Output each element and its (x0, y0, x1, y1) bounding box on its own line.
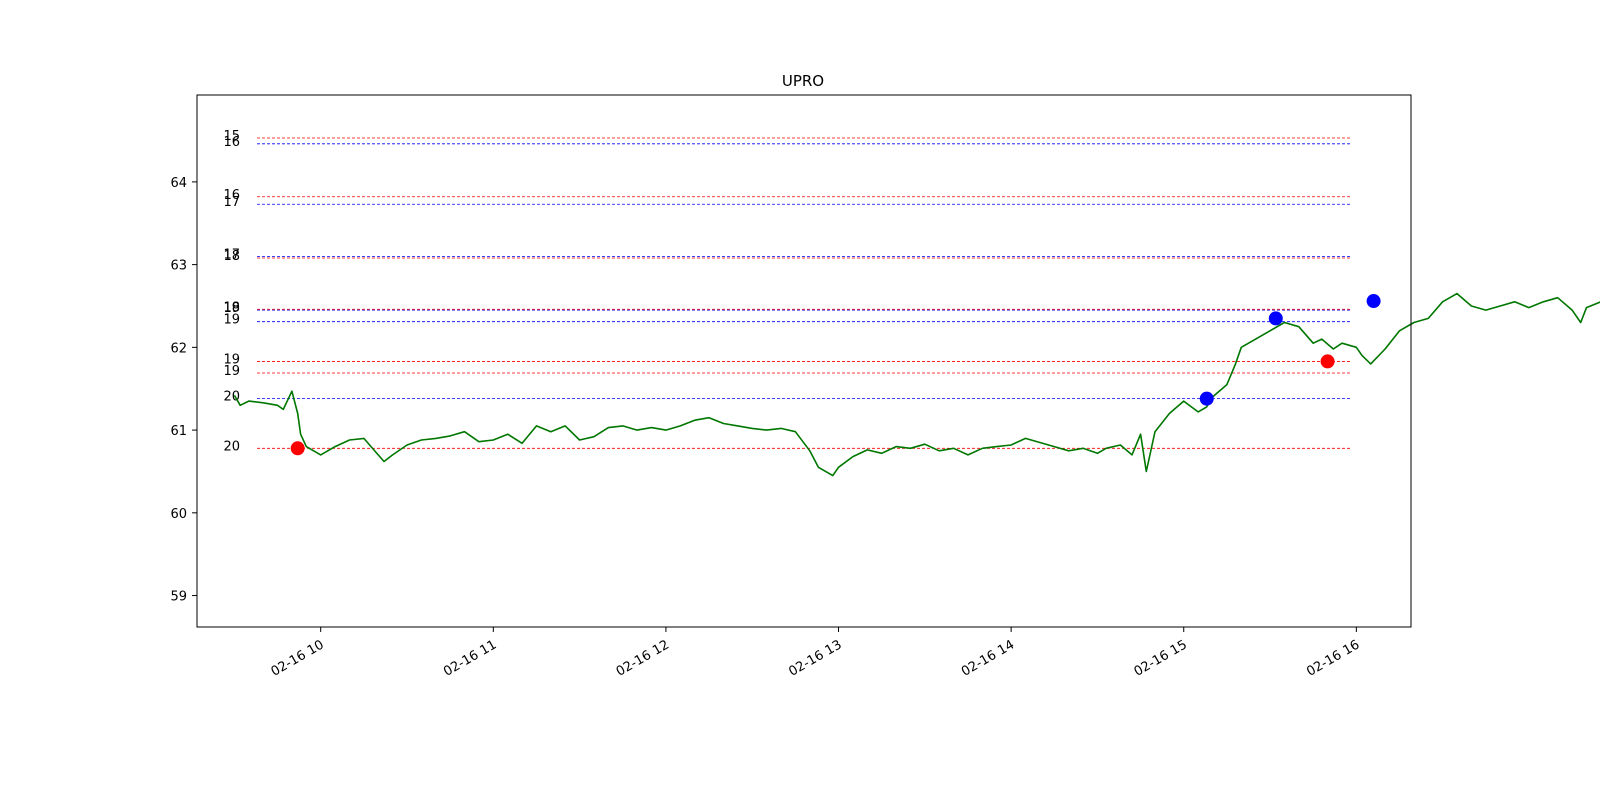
y-tick-label-5: 64 (170, 176, 187, 191)
level-label-5: 18 (223, 249, 240, 264)
level-label-12: 20 (223, 439, 240, 454)
series-layer (233, 292, 1600, 477)
trade-marker-4 (1366, 294, 1381, 309)
level-label-9: 19 (223, 352, 240, 367)
trade-marker-1 (1199, 391, 1214, 406)
level-label-7: 19 (223, 301, 240, 316)
trade-marker-3 (1320, 354, 1335, 369)
y-tick-label-3: 62 (170, 341, 187, 356)
y-tick-label-4: 63 (170, 259, 187, 274)
y-tick-label-0: 59 (170, 590, 187, 605)
level-label-0: 15 (223, 129, 240, 144)
level-label-1: 16 (223, 135, 240, 150)
y-tick-label-2: 61 (170, 424, 187, 439)
chart-title: UPRO (782, 72, 824, 90)
level-label-6: 18 (223, 300, 240, 315)
level-label-11: 20 (223, 390, 240, 405)
y-tick-label-1: 60 (170, 507, 187, 522)
price-series-line-0 (233, 292, 1600, 477)
plot-frame (196, 94, 1412, 628)
markers-layer (290, 294, 1381, 456)
trade-marker-2 (1268, 311, 1283, 326)
trade-marker-0 (290, 441, 305, 456)
level-label-4: 17 (223, 247, 240, 262)
level-label-3: 17 (223, 195, 240, 210)
level-label-10: 19 (223, 364, 240, 379)
level-label-8: 19 (223, 313, 240, 328)
level-label-2: 16 (223, 188, 240, 203)
